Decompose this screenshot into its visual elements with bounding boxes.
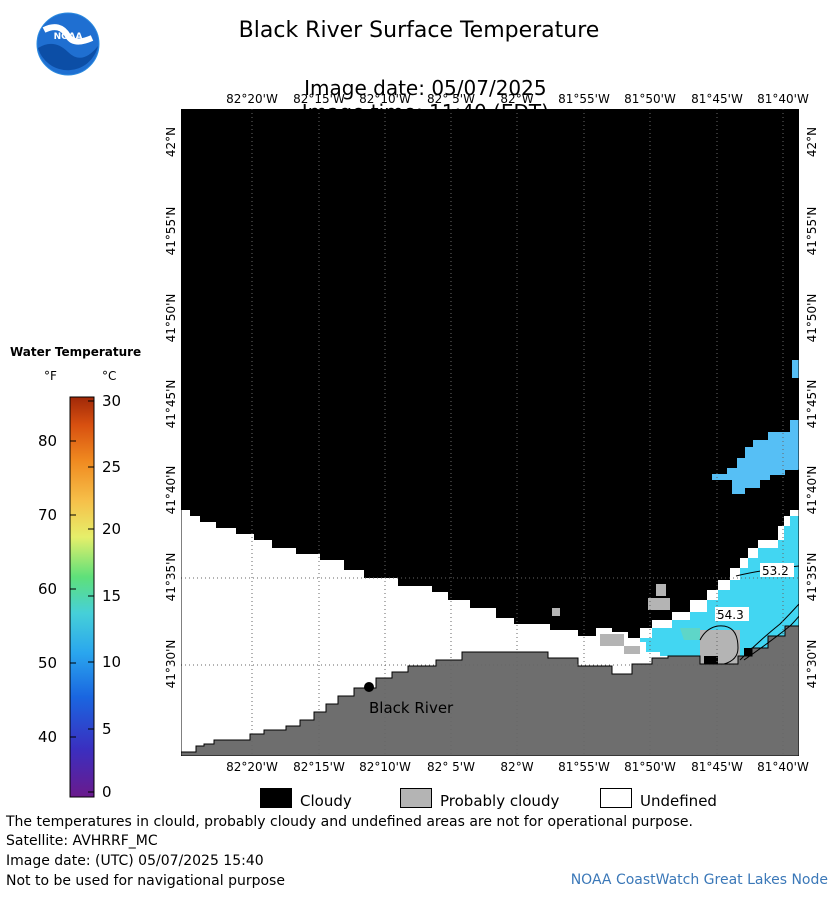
left-lat-label: 41°45'N — [164, 379, 178, 429]
legend-title: Water Temperature — [10, 345, 142, 359]
color-scale-bar — [69, 396, 95, 798]
bottom-lon-label: 82°15'W — [293, 760, 345, 774]
top-lon-label: 82°20'W — [226, 92, 278, 106]
fahrenheit-tick-label: 80 — [38, 432, 58, 450]
contour-label-bg — [760, 563, 794, 577]
cloud-area — [181, 109, 799, 638]
graticule — [181, 109, 799, 756]
bottom-lon-label: 82°10'W — [359, 760, 411, 774]
contour-label-bg — [715, 607, 749, 621]
probably-cloudy-swatch — [400, 788, 432, 808]
bottom-lon-label: 81°50'W — [624, 760, 676, 774]
logo-text: NOAA — [54, 32, 83, 42]
celsius-tick-label: 0 — [102, 783, 112, 801]
unit-celsius: °C — [102, 369, 117, 383]
probably-cloudy-label: Probably cloudy — [440, 792, 560, 810]
image-date: Image date: 05/07/2025 — [304, 76, 547, 100]
celsius-tick-label: 15 — [102, 587, 122, 605]
left-lat-label: 41°50'N — [164, 293, 178, 343]
top-lon-label: 81°40'W — [757, 92, 809, 106]
top-lon-label: 81°50'W — [624, 92, 676, 106]
cloud-speck — [704, 656, 718, 664]
top-lon-label: 82°W — [500, 92, 534, 106]
disclaimer-text: The temperatures in clould, probably clo… — [6, 814, 693, 830]
celsius-tick-label: 25 — [102, 458, 122, 476]
left-lat-label: 41°55'N — [164, 206, 178, 256]
undefined-label: Undefined — [640, 792, 717, 810]
right-lat-label: 41°45'N — [805, 379, 819, 429]
top-lon-label: 82°15'W — [293, 92, 345, 106]
right-lat-label: 41°50'N — [805, 293, 819, 343]
top-lon-label: 82° 5'W — [427, 92, 475, 106]
land-area — [181, 625, 799, 756]
left-lat-label: 42°N — [164, 126, 178, 158]
bottom-lon-label: 82°20'W — [226, 760, 278, 774]
satellite-text: Satellite: AVHRRF_MC — [6, 833, 158, 849]
black-river-label: Black River — [369, 699, 454, 717]
bottom-lon-label: 81°45'W — [691, 760, 743, 774]
water-temperature-pixels — [640, 360, 799, 664]
right-lat-label: 41°55'N — [805, 206, 819, 256]
celsius-tick-label: 20 — [102, 520, 122, 538]
celsius-tick-label: 5 — [102, 720, 112, 738]
undefined-swatch — [600, 788, 632, 808]
fahrenheit-tick-label: 40 — [38, 728, 58, 746]
left-lat-label: 41°40'N — [164, 465, 178, 515]
fahrenheit-tick-label: 70 — [38, 506, 58, 524]
black-river-marker — [364, 682, 374, 692]
cloudy-swatch — [260, 788, 292, 808]
utc-date-text: Image date: (UTC) 05/07/2025 15:40 — [6, 853, 264, 869]
right-lat-label: 42°N — [805, 126, 819, 158]
page-title: Black River Surface Temperature — [238, 18, 600, 43]
navigation-warning: Not to be used for navigational purpose — [6, 873, 285, 889]
bottom-lon-label: 82° 5'W — [427, 760, 475, 774]
left-lat-label: 41°35'N — [164, 552, 178, 602]
right-lat-label: 41°30'N — [805, 639, 819, 689]
top-lon-label: 82°10'W — [359, 92, 411, 106]
celsius-tick-label: 10 — [102, 653, 122, 671]
top-lon-label: 81°55'W — [558, 92, 610, 106]
contour-label: 53.2 — [762, 564, 789, 578]
fahrenheit-tick-label: 50 — [38, 654, 58, 672]
noaa-logo-icon: NOAA — [36, 12, 100, 76]
top-lon-label: 81°45'W — [691, 92, 743, 106]
temperature-map: 53.2 54.3 Black River — [181, 109, 799, 756]
bottom-lon-label: 81°40'W — [757, 760, 809, 774]
left-lat-label: 41°30'N — [164, 639, 178, 689]
right-lat-label: 41°40'N — [805, 465, 819, 515]
celsius-tick-label: 30 — [102, 392, 122, 410]
right-lat-label: 41°35'N — [805, 552, 819, 602]
bottom-lon-label: 82°W — [500, 760, 534, 774]
fahrenheit-tick-label: 60 — [38, 580, 58, 598]
unit-fahrenheit: °F — [44, 369, 57, 383]
credit-link[interactable]: NOAA CoastWatch Great Lakes Node — [570, 872, 828, 888]
bottom-lon-label: 81°55'W — [558, 760, 610, 774]
contour-label: 54.3 — [717, 608, 744, 622]
cloudy-label: Cloudy — [300, 792, 352, 810]
